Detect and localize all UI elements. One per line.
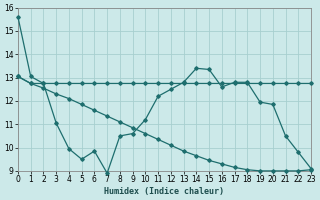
- X-axis label: Humidex (Indice chaleur): Humidex (Indice chaleur): [105, 187, 225, 196]
